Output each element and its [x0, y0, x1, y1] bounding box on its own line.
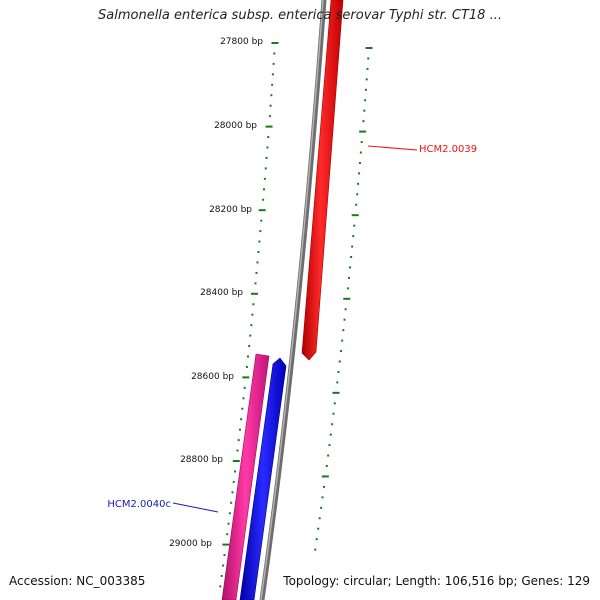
gene-hcm2-0040c-callout: [172, 502, 219, 513]
gene-hcm2-0040c[interactable]: [239, 357, 287, 600]
scale-label-28400: 28400 bp: [200, 288, 243, 298]
scale-label-28600: 28600 bp: [191, 372, 234, 382]
scale-label-28000: 28000 bp: [214, 121, 257, 131]
outer-tick-track: [219, 42, 279, 588]
gene-hcm2-0039-callout: [367, 145, 418, 151]
summary-text: Topology: circular; Length: 106,516 bp; …: [283, 574, 590, 588]
backbone-highlight: [260, 0, 324, 600]
gene-label-hcm2-0040c[interactable]: HCM2.0040c: [107, 499, 171, 510]
gene-label-hcm2-0039[interactable]: HCM2.0039: [419, 144, 477, 155]
accession-text: Accession: NC_003385: [9, 574, 146, 588]
scale-label-28800: 28800 bp: [180, 455, 223, 465]
gene-hcm2-0039[interactable]: [301, 0, 344, 361]
backbone-arc: [259, 0, 327, 600]
scale-label-27800: 27800 bp: [220, 37, 263, 47]
gene-pink[interactable]: [221, 353, 270, 600]
scale-label-29000: 29000 bp: [169, 539, 212, 549]
map-title: Salmonella enterica subsp. enterica sero…: [98, 8, 502, 23]
inner-tick-track: [314, 47, 373, 551]
scale-label-28200: 28200 bp: [209, 205, 252, 215]
